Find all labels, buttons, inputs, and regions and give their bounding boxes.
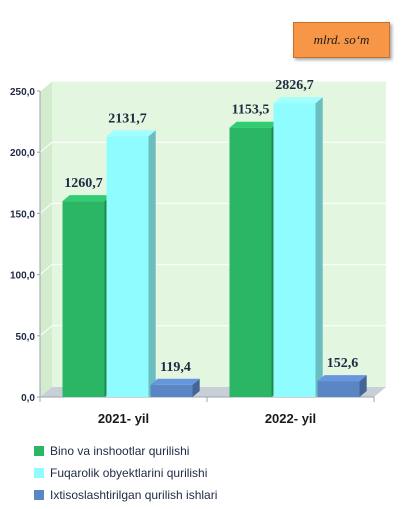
y-tick-label: 150,0	[10, 209, 35, 220]
legend-label: Ixtisoslashtirilgan qurilish ishlari	[50, 488, 218, 502]
legend: Bino va inshootlar qurilishi Fuqarolik ob…	[34, 440, 394, 506]
y-tick-label: 250,0	[10, 87, 35, 98]
legend-item: Bino va inshootlar qurilishi	[34, 440, 394, 462]
bar-top	[62, 195, 112, 202]
legend-label: Bino va inshootlar qurilishi	[50, 444, 190, 458]
bar	[150, 384, 193, 397]
bar-top	[317, 375, 367, 382]
bar	[317, 381, 360, 397]
bar-top	[229, 121, 279, 128]
data-label: 2131,7	[108, 111, 147, 126]
y-tick-label: 0,0	[21, 393, 35, 404]
y-tick-label: 50,0	[16, 332, 36, 343]
gridline-side	[39, 203, 53, 214]
gridline-side	[39, 325, 53, 337]
bar-top	[150, 378, 200, 385]
bar-side	[315, 97, 323, 398]
gridline-side	[39, 80, 53, 92]
data-label: 1153,5	[232, 103, 270, 118]
gridline-side	[39, 141, 53, 153]
legend-label: Fuqarolik obyektlarini qurilishi	[50, 466, 208, 480]
bar-top	[106, 130, 156, 137]
bar	[229, 127, 272, 397]
x-tick-label: 2022- yil	[265, 411, 316, 426]
legend-swatch	[34, 490, 44, 500]
data-label: 2826,7	[275, 78, 314, 93]
bar-side	[192, 378, 200, 397]
data-label: 1260,7	[64, 176, 103, 191]
bar-side	[359, 375, 367, 397]
unit-label: mlrd. so‘m	[293, 22, 390, 58]
plot-side-wall	[40, 81, 52, 397]
legend-item: Fuqarolik obyektlarini qurilishi	[34, 462, 394, 484]
data-label: 152,6	[327, 356, 359, 371]
legend-swatch	[34, 446, 44, 456]
gridline-side	[39, 264, 53, 275]
data-label: 119,4	[160, 360, 191, 375]
bar-side	[148, 130, 156, 397]
legend-swatch	[34, 468, 44, 478]
x-tick-label: 2021- yil	[98, 411, 149, 426]
bar	[273, 103, 316, 398]
y-tick-label: 100,0	[10, 271, 35, 282]
y-tick-label: 200,0	[10, 148, 35, 159]
legend-item: Ixtisoslashtirilgan qurilish ishlari	[34, 484, 394, 506]
bar	[106, 136, 149, 397]
bar	[62, 201, 105, 397]
bar-top	[273, 97, 323, 104]
